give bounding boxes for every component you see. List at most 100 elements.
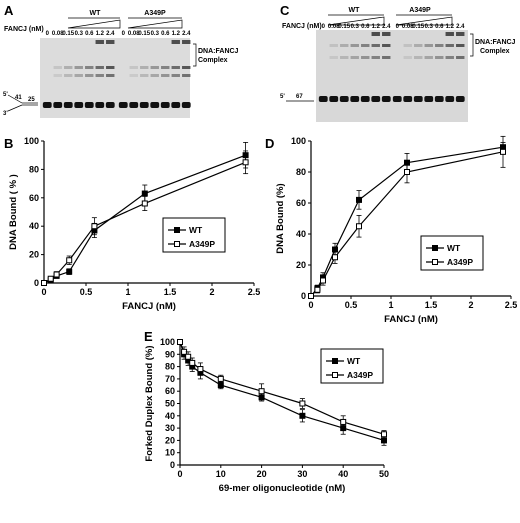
gel-band-free bbox=[445, 96, 455, 102]
gel-band-complex bbox=[106, 74, 115, 77]
data-point-wt bbox=[66, 268, 73, 275]
x-tick-label: 30 bbox=[297, 469, 307, 479]
gel-band-complex bbox=[85, 74, 94, 77]
panel-a-lane-label: 0 bbox=[122, 31, 126, 37]
panel-a-lane-label: 0.3 bbox=[75, 31, 84, 37]
y-tick-label: 20 bbox=[296, 260, 306, 270]
gel-band-free bbox=[129, 102, 139, 108]
gel-band-complex bbox=[414, 44, 423, 47]
gel-band-complex bbox=[161, 74, 170, 77]
gel-band-complex bbox=[403, 56, 412, 59]
gel-band-well bbox=[456, 32, 465, 36]
gel-band-complex bbox=[403, 44, 412, 47]
panel-b-legend bbox=[162, 217, 226, 253]
panel-c-end-5: 5' bbox=[280, 94, 285, 100]
legend-marker bbox=[174, 241, 180, 247]
panel-c: C WT A349P FANCJ (nM) 0 0.080.15 0.3 0.6 1.2… bbox=[280, 3, 516, 122]
panel-a-lane-label: 0.3 bbox=[151, 31, 160, 37]
panel-c-wedge-a349p bbox=[395, 16, 453, 26]
gel-band-free bbox=[424, 96, 434, 102]
data-point-a349p bbox=[177, 339, 183, 345]
gel-band-complex bbox=[424, 56, 433, 59]
data-point-a349p bbox=[141, 200, 148, 207]
y-tick-label: 60 bbox=[296, 198, 306, 208]
y-tick-label: 70 bbox=[165, 374, 175, 384]
data-point-a349p bbox=[320, 277, 326, 284]
gel-band-free bbox=[381, 96, 391, 102]
panel-e-chart: E 0 10 20 30 40 50 0 10 20 30 40 50 60 70 80 90 100 69-me… bbox=[144, 329, 389, 494]
legend-entry: A349P bbox=[347, 370, 373, 380]
panel-c-lane-label: 0.3 bbox=[425, 24, 434, 30]
panel-a-end-5: 5' bbox=[3, 92, 8, 98]
panel-d-chart: D 0 0.5 1 1.5 2 2.5 0 20 40 60 80 100 FANCJ (nM) DNA … bbox=[265, 135, 517, 325]
gel-band-free bbox=[392, 96, 402, 102]
panel-a-lane-label: 0.6 bbox=[161, 31, 170, 37]
legend-marker bbox=[332, 372, 338, 378]
x-tick-label: 0.5 bbox=[345, 300, 358, 310]
panel-a-sub-bot: 25 bbox=[28, 97, 35, 103]
gel-band-free bbox=[160, 102, 170, 108]
data-point-a349p bbox=[242, 159, 249, 166]
gel-band-free bbox=[181, 102, 191, 108]
gel-band-complex bbox=[456, 56, 465, 59]
data-point-a349p bbox=[197, 366, 204, 373]
panel-d-x-axis-label: FANCJ (nM) bbox=[384, 314, 438, 325]
data-point-a349p bbox=[500, 148, 506, 155]
panel-c-lane-label: 1.2 bbox=[446, 24, 455, 30]
gel-band-complex bbox=[129, 66, 138, 69]
panel-a-complex-bracket bbox=[193, 43, 197, 67]
legend-marker bbox=[332, 358, 338, 364]
x-tick-label: 1.5 bbox=[164, 287, 177, 297]
data-point-a349p bbox=[340, 418, 347, 425]
legend-marker bbox=[432, 245, 438, 251]
x-tick-label: 1 bbox=[125, 287, 130, 297]
panel-c-bands bbox=[318, 32, 465, 102]
panel-c-lane-label: 0.08 bbox=[328, 24, 340, 30]
panel-a-label: A bbox=[4, 3, 14, 18]
panel-c-lane-label: 0.08 bbox=[402, 24, 414, 30]
gel-band-complex bbox=[435, 56, 444, 59]
gel-band-free bbox=[95, 102, 105, 108]
panel-a-complex-label-2: Complex bbox=[198, 57, 228, 64]
gel-band-free bbox=[63, 102, 73, 108]
x-tick-label: 1.5 bbox=[425, 300, 438, 310]
gel-band-well bbox=[445, 32, 454, 36]
gel-band-complex bbox=[329, 44, 338, 47]
panel-a: A WT A349P FANCJ (nM) 0 0.080.15 0.3 0.6 1.2… bbox=[3, 3, 239, 118]
gel-band-complex bbox=[435, 44, 444, 47]
panel-b-y-axis-label: DNA Bound ( % ) bbox=[8, 174, 19, 250]
y-tick-label: 60 bbox=[165, 386, 175, 396]
gel-band-complex bbox=[340, 44, 349, 47]
gel-band-complex bbox=[456, 44, 465, 47]
gel-band-free bbox=[53, 102, 63, 108]
panel-c-lane-label: 0.6 bbox=[361, 24, 370, 30]
gel-band-complex bbox=[106, 66, 115, 69]
panel-c-lane-label: 0 bbox=[322, 24, 326, 30]
gel-band-complex bbox=[182, 74, 191, 77]
gel-band-well bbox=[371, 32, 380, 36]
gel-band-free bbox=[318, 96, 328, 102]
x-tick-label: 2 bbox=[468, 300, 473, 310]
legend-entry: A349P bbox=[189, 239, 215, 249]
panel-c-lane-label: 0.6 bbox=[435, 24, 444, 30]
gel-band-complex bbox=[74, 74, 83, 77]
gel-band-free bbox=[150, 102, 160, 108]
y-tick-label: 40 bbox=[29, 221, 39, 231]
panel-a-lane-label: 2.4 bbox=[182, 31, 191, 37]
y-tick-label: 30 bbox=[165, 423, 175, 433]
panel-a-forked-substrate-icon bbox=[7, 94, 38, 112]
x-tick-label: 20 bbox=[257, 469, 267, 479]
panel-c-group-a349p: A349P bbox=[409, 7, 431, 14]
panel-e-x-axis-label: 69-mer oligonucleotide (nM) bbox=[219, 483, 346, 494]
gel-band-free bbox=[84, 102, 94, 108]
gel-band-free bbox=[413, 96, 423, 102]
panel-b-x-axis-label: FANCJ (nM) bbox=[122, 301, 176, 312]
gel-band-complex bbox=[445, 44, 454, 47]
y-tick-label: 20 bbox=[29, 250, 39, 260]
panel-c-group-wt: WT bbox=[349, 7, 361, 14]
data-point-a349p bbox=[41, 280, 47, 286]
data-point-a349p bbox=[217, 375, 224, 382]
panel-a-lane-labels: 0 0.080.15 0.3 0.6 1.2 2.4 0 0.080.15 0.3 0.6 1.2 2… bbox=[46, 31, 192, 37]
data-point-a349p bbox=[381, 431, 387, 438]
